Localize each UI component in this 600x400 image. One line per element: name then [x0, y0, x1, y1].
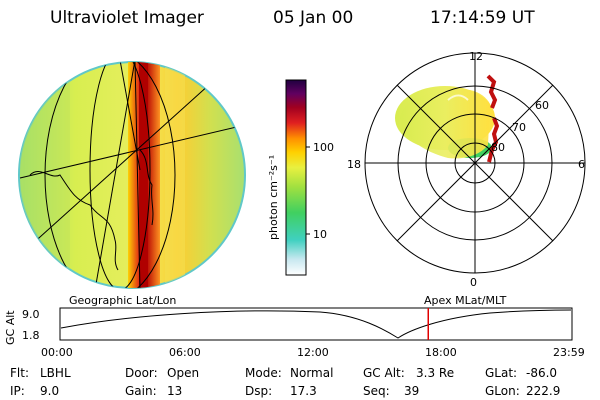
info-glon-value: 222.9 — [526, 384, 560, 398]
instrument-info: Flt: LBHL Door: Open Mode: Normal GC Alt… — [10, 366, 560, 398]
alt-axis-title: GC Alt — [4, 310, 17, 345]
mlt-label-6: 6 — [578, 158, 585, 171]
info-gcalt-key: GC Alt: — [363, 366, 405, 380]
date-label: 05 Jan 00 — [273, 8, 353, 28]
x-tick-0000: 00:00 — [41, 346, 73, 359]
altitude-timeline: Geographic Lat/Lon Apex MLat/MLT 9.0 1.8… — [4, 294, 585, 359]
info-glon-key: GLon: — [485, 384, 520, 398]
polar-plot: 12 18 6 0 60 70 80 — [347, 50, 586, 289]
info-gain-key: Gain: — [125, 384, 157, 398]
info-seq-key: Seq: — [363, 384, 390, 398]
info-ip-value: 9.0 — [40, 384, 59, 398]
info-flt-value: LBHL — [40, 366, 71, 380]
mlt-label-0: 0 — [470, 276, 477, 289]
earth-image — [18, 61, 246, 289]
alt-max-label: 9.0 — [22, 308, 40, 321]
mlt-label-12: 12 — [469, 50, 483, 63]
x-tick-2359: 23:59 — [553, 346, 585, 359]
instrument-title: Ultraviolet Imager — [50, 8, 204, 28]
colorbar-tick-100: 100 — [313, 141, 334, 154]
info-flt-key: Flt: — [10, 366, 29, 380]
lat-label-70: 70 — [512, 121, 526, 134]
apex-label: Apex MLat/MLT — [424, 294, 507, 307]
info-seq-value: 39 — [404, 384, 419, 398]
info-glat-key: GLat: — [485, 366, 517, 380]
time-label: 17:14:59 UT — [430, 8, 535, 28]
info-mode-value: Normal — [290, 366, 333, 380]
colorbar-tick-10: 10 — [313, 228, 327, 241]
geographic-label: Geographic Lat/Lon — [69, 294, 176, 307]
info-door-value: Open — [167, 366, 199, 380]
alt-min-label: 1.8 — [22, 329, 40, 342]
info-dsp-value: 17.3 — [290, 384, 317, 398]
lat-label-80: 80 — [491, 141, 505, 154]
info-door-key: Door: — [125, 366, 158, 380]
x-tick-1800: 18:00 — [425, 346, 457, 359]
info-mode-key: Mode: — [245, 366, 282, 380]
colorbar-unit-label: photon cm⁻²s⁻¹ — [267, 155, 280, 240]
info-dsp-key: Dsp: — [245, 384, 272, 398]
info-glat-value: -86.0 — [526, 366, 557, 380]
info-gcalt-value: 3.3 Re — [416, 366, 454, 380]
x-tick-1200: 12:00 — [297, 346, 329, 359]
info-gain-value: 13 — [167, 384, 182, 398]
mlt-label-18: 18 — [347, 158, 361, 171]
lat-label-60: 60 — [535, 99, 549, 112]
x-tick-0600: 06:00 — [169, 346, 201, 359]
color-bar: 100 10 photon cm⁻²s⁻¹ — [267, 79, 334, 276]
info-ip-key: IP: — [10, 384, 25, 398]
